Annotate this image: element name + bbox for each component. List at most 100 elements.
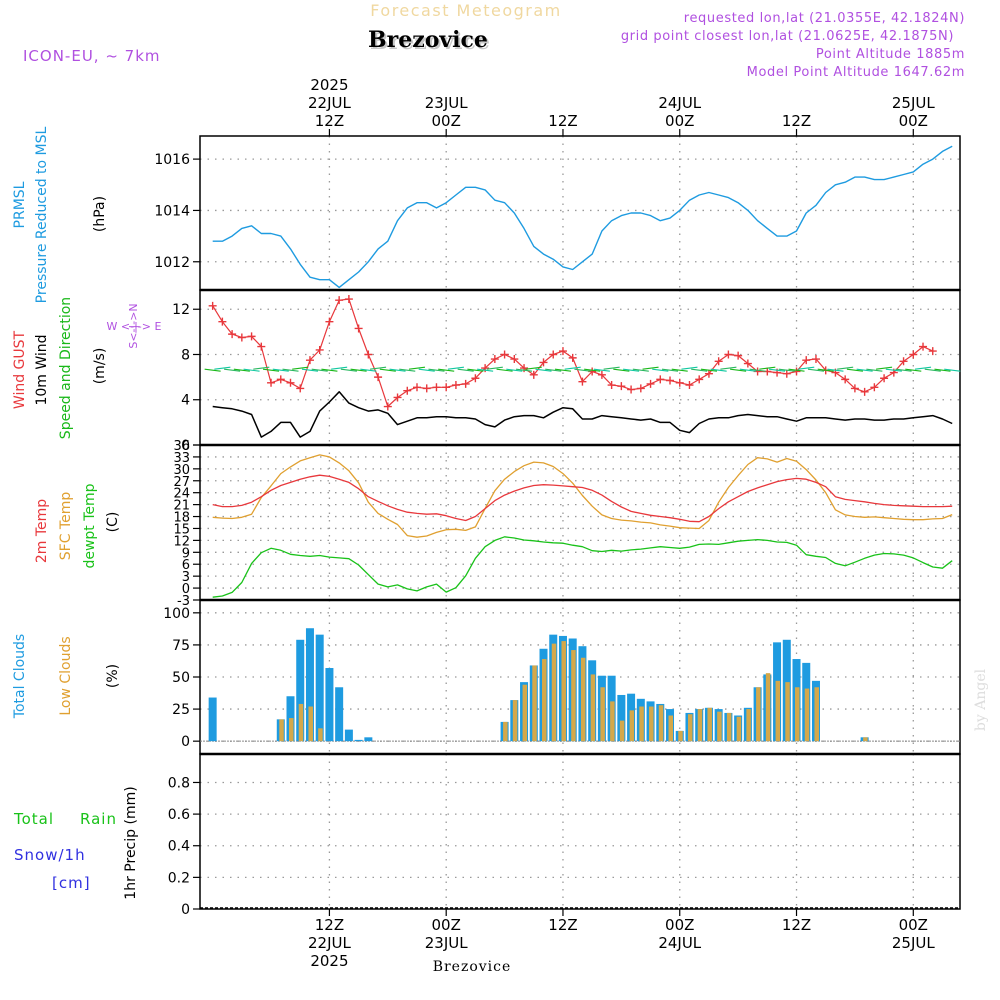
wind-arrow <box>331 366 348 370</box>
pressure-panel-labels: PRMSL Pressure Reduced to MSL (hPa) <box>12 126 108 303</box>
watermark: by Angel <box>973 668 989 731</box>
wind-arrow <box>272 368 289 372</box>
y-tick-label: 0 <box>181 902 190 918</box>
y-tick-label: 27 <box>173 475 190 490</box>
wind-arrow <box>506 368 523 372</box>
supertitle: Forecast Meteogram <box>370 1 561 20</box>
wind-arrow <box>214 366 231 370</box>
wind-arrow <box>856 368 873 372</box>
low-cloud-bar <box>668 715 674 742</box>
wind-arrow <box>224 368 241 372</box>
gust-marker <box>685 381 694 390</box>
y-tick-label: 30 <box>173 463 190 478</box>
requested-coords: requested lon,lat (21.0355E, 42.1824N) <box>684 11 965 26</box>
legend-snow: Snow/1h <box>14 846 86 864</box>
compass-ns: S<-|->N <box>127 303 140 348</box>
bottom-time-label: 12Z <box>315 916 344 934</box>
wind-arrow <box>827 368 844 372</box>
gust-marker <box>714 357 723 366</box>
low-cloud-bar <box>639 706 644 742</box>
wind-arrow <box>934 368 951 372</box>
low-cloud-bar <box>804 688 810 742</box>
gust-marker <box>636 384 645 393</box>
total-cloud-bar <box>325 668 334 742</box>
wind-arrow <box>418 368 435 372</box>
panel-5: 0 0.2 0.4 0.6 0.8 <box>168 753 961 918</box>
footer-location: Brezovice <box>433 959 512 975</box>
wind-arrow <box>253 366 270 370</box>
bottom-time-label: 24JUL <box>658 934 701 952</box>
gust-marker <box>237 333 246 342</box>
wind-speed-line <box>212 391 953 438</box>
wind-arrow <box>759 366 776 370</box>
total-cloud-bar <box>335 687 344 742</box>
gust-marker <box>267 378 276 387</box>
wind-arrow <box>282 368 299 372</box>
temp-panel-labels: 2m Temp SFC Temp dewpt Temp (C) <box>34 483 121 568</box>
gust-marker <box>880 374 889 383</box>
low-cloud-bar <box>814 687 819 742</box>
wind-arrow <box>535 368 552 372</box>
total-cloud-bar <box>305 628 314 742</box>
bottom-time-label: 2025 <box>310 952 348 970</box>
y-tick-label: 36 <box>173 439 190 454</box>
wind-arrow <box>467 368 484 372</box>
wind-arrow <box>603 366 620 370</box>
gust-marker <box>228 330 237 339</box>
gust-marker <box>656 375 665 384</box>
low-cloud-bar <box>503 721 508 742</box>
cloud-bars <box>208 628 869 742</box>
top-time-label: 25JUL <box>892 94 935 112</box>
low-cloud-bar <box>580 657 586 742</box>
top-time-label: 12Z <box>315 112 344 130</box>
gust-marker <box>335 296 344 305</box>
low-cloud-bar <box>795 687 800 742</box>
gust-marker <box>451 381 460 390</box>
gust-marker <box>296 384 305 393</box>
low-cloud-bar <box>687 714 693 742</box>
wind-arrow <box>671 368 688 372</box>
gust-marker <box>276 375 285 384</box>
bottom-time-label: 00Z <box>432 916 461 934</box>
gust-marker <box>461 379 470 388</box>
gust-marker <box>413 383 422 392</box>
gust-marker <box>442 383 451 392</box>
cloud-panel-labels: Total Clouds Low Clouds (%) <box>12 634 121 719</box>
gust-marker <box>743 359 752 368</box>
compass-rose: S<-|->N W <-|-> E <box>107 303 162 348</box>
low-cloud-bar <box>288 718 294 742</box>
y-tick-label: 0.6 <box>168 807 190 823</box>
gust-marker <box>899 357 908 366</box>
panels: 10121014101604812-3036912151821242730333… <box>154 135 961 918</box>
y-tick-label: 24 <box>173 487 190 502</box>
y-tick-label: -3 <box>177 594 190 609</box>
wind-arrow <box>895 368 912 372</box>
wind-arrow <box>292 366 309 370</box>
total-cloud-bar <box>296 639 305 742</box>
wind-arrow <box>720 366 737 370</box>
low-cloud-bar <box>522 684 528 742</box>
wind-arrow <box>554 368 572 372</box>
panel-frame <box>199 753 961 910</box>
gust-marker <box>539 358 548 367</box>
y-tick-label: 50 <box>172 670 190 686</box>
gust-marker <box>305 356 314 365</box>
gust-marker <box>734 351 743 360</box>
low-cloud-bar <box>619 720 625 742</box>
wind-arrow <box>340 368 357 372</box>
low-cloud-bar <box>863 737 868 742</box>
y-tick-label: 9 <box>182 546 190 561</box>
top-time-label: 00Z <box>899 112 928 130</box>
wind-arrow <box>262 368 280 372</box>
y-tick-label: 18 <box>173 511 190 526</box>
wind-arrow <box>778 368 795 372</box>
y-tick-label: 0 <box>182 582 190 597</box>
gust-marker <box>675 378 684 387</box>
y-tick-label: 0.4 <box>168 839 190 855</box>
wind-arrow <box>301 368 319 372</box>
total-cloud-bar <box>364 737 373 742</box>
top-time-label: 12Z <box>548 112 577 130</box>
gust-marker <box>471 374 480 383</box>
wind-arrow <box>564 366 581 370</box>
